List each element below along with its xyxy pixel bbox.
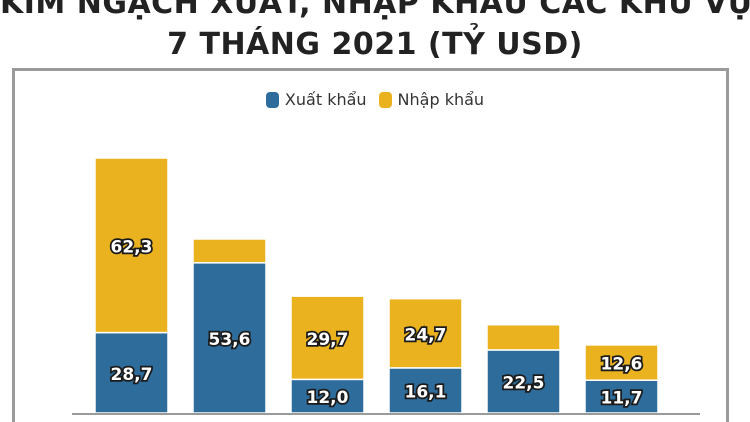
export-label-5: 22,5 [503, 373, 545, 393]
chart-title-top-line: KIM NGẠCH XUẤT, NHẬP KHẨU CÁC KHU VỰC [0, 0, 750, 21]
import-label-6: 12,6 [601, 355, 643, 375]
import-label-4: 24,7 [405, 325, 447, 345]
export-bar-6 [584, 379, 659, 414]
legend-swatch-export [265, 91, 279, 108]
legend-swatch-import [378, 91, 392, 108]
import-bar-5 [486, 323, 561, 351]
export-label-3: 12,0 [307, 388, 349, 408]
export-label-2: 53,6 [209, 330, 251, 350]
export-bar-2 [192, 262, 267, 414]
export-label-6: 11,7 [601, 389, 643, 409]
chart-title: 7 THÁNG 2021 (TỶ USD) [167, 27, 583, 62]
export-bar-3 [290, 378, 365, 414]
export-bar-1 [94, 331, 169, 414]
chart-legend: Xuất khẩu Nhập khẩu [0, 90, 750, 109]
import-label-3: 29,7 [307, 330, 349, 350]
import-bar-3 [290, 295, 365, 381]
export-label-4: 16,1 [405, 382, 447, 402]
legend-item-export: Xuất khẩu [265, 90, 367, 109]
import-bar-2 [192, 238, 267, 264]
legend-item-import: Nhập khẩu [378, 90, 485, 109]
import-bar-1 [94, 157, 169, 334]
legend-label-export: Xuất khẩu [284, 90, 367, 109]
import-bar-4 [388, 297, 463, 369]
export-label-1: 28,7 [111, 365, 153, 385]
legend-label-import: Nhập khẩu [397, 90, 485, 109]
import-label-1: 62,3 [111, 237, 153, 257]
import-bar-6 [584, 344, 659, 381]
